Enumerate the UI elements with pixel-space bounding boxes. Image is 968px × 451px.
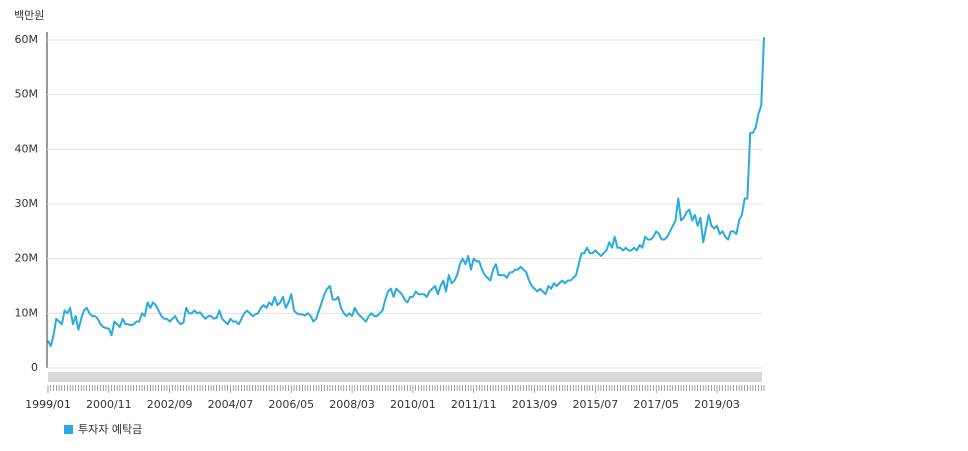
- x-tick-label: 2006/05: [268, 398, 314, 411]
- y-tick-label: 40M: [15, 142, 39, 155]
- x-tick-label: 2010/01: [390, 398, 436, 411]
- legend-label[interactable]: 투자자 예탁금: [78, 423, 142, 436]
- x-tick-label: 2013/09: [512, 398, 558, 411]
- x-tick-label: 2015/07: [573, 398, 619, 411]
- x-tick-label: 2002/09: [147, 398, 193, 411]
- legend-swatch: [64, 425, 73, 434]
- x-tick-label: 2004/07: [208, 398, 254, 411]
- line-series: [47, 37, 765, 348]
- x-tick-label: 2000/11: [86, 398, 132, 411]
- y-tick-label: 60M: [15, 33, 39, 46]
- y-tick-label: 20M: [15, 252, 39, 265]
- y-tick-label: 0: [31, 361, 38, 374]
- x-tick-label: 1999/01: [25, 398, 71, 411]
- y-tick-label: 10M: [15, 306, 39, 319]
- x-tick-label: 2011/11: [451, 398, 497, 411]
- y-unit-label: 백만원: [14, 9, 44, 22]
- y-tick-label: 50M: [15, 88, 39, 101]
- x-tick-label: 2019/03: [694, 398, 740, 411]
- y-tick-label: 30M: [15, 197, 39, 210]
- x-tick-label: 2008/03: [329, 398, 375, 411]
- scrollbar[interactable]: [48, 372, 762, 382]
- x-tick-label: 2017/05: [633, 398, 679, 411]
